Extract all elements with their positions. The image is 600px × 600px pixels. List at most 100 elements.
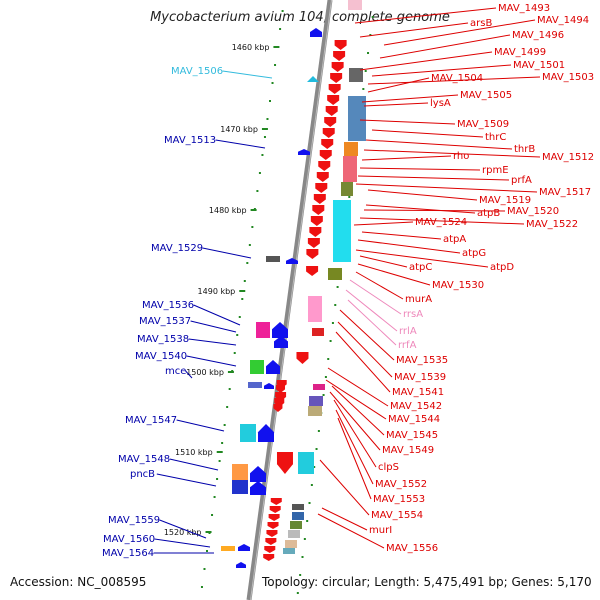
minus-gene-arrow (272, 322, 288, 338)
leader-line (337, 417, 372, 500)
leader-line (383, 19, 536, 46)
tick-dot (241, 298, 244, 300)
tick-dot (281, 10, 284, 12)
minus-gene-block (250, 360, 264, 374)
leader-line (359, 51, 493, 71)
plus-gene-arrow (328, 84, 341, 94)
gene-label-arsB: arsB (470, 18, 492, 29)
plus-gene-arrow (319, 150, 332, 160)
tick-dot (266, 118, 269, 120)
plus-gene-arrow (264, 546, 276, 553)
leader-line (337, 321, 393, 378)
tick-dot (322, 394, 325, 396)
tick-dot (213, 496, 216, 498)
gene-label-MAV_1501: MAV_1501 (513, 60, 565, 71)
gene-label-MAV_1552: MAV_1552 (375, 479, 427, 490)
tick-dot (263, 136, 266, 138)
tick-dot (216, 478, 219, 480)
tick-dot (313, 466, 316, 468)
leader-line (185, 370, 193, 379)
plus-gene-arrow (325, 106, 338, 116)
backbone-layer (246, 0, 333, 600)
minus-gene-arrow (307, 76, 319, 82)
minus-gene-arrow (274, 336, 288, 348)
leader-line (335, 331, 391, 393)
gene-label-rrlA: rrlA (399, 326, 417, 337)
leader-line (333, 399, 377, 468)
plus-gene-arrow (263, 554, 275, 561)
gene-label-pncB: pncB (130, 469, 155, 480)
minus-gene-block (232, 464, 248, 480)
tick-dot (218, 460, 221, 462)
plus-gene-arrow (268, 514, 280, 521)
leader-line (371, 129, 484, 138)
gene-label-MAV_1504: MAV_1504 (431, 73, 483, 84)
minus-gene-block (240, 424, 256, 442)
tick-dot (206, 550, 208, 552)
tick-dot (261, 154, 264, 156)
leader-line (347, 299, 397, 346)
tick-dot (371, 16, 374, 18)
gene-label-MAV_1537: MAV_1537 (139, 316, 191, 327)
gene-label-murI: murI (369, 525, 392, 536)
tick-dot (308, 502, 311, 504)
minus-gene-block (266, 256, 280, 262)
gene-label-MAV_1512: MAV_1512 (542, 152, 594, 163)
gene-label-MAV_1496: MAV_1496 (512, 30, 564, 41)
tick-dot (299, 574, 302, 576)
tick-dot (258, 172, 261, 174)
tick-dot (303, 538, 306, 540)
leader-line (363, 149, 541, 158)
tick-dot (246, 262, 249, 264)
leader-line (379, 34, 511, 59)
gene-label-MAV_1536: MAV_1536 (142, 300, 194, 311)
leader-line (331, 385, 385, 436)
tick-dot (367, 52, 370, 54)
tick-dot (301, 556, 304, 558)
tick-dot (236, 334, 239, 336)
tick-dot (329, 340, 332, 342)
gene-label-MAV_1556: MAV_1556 (386, 543, 438, 554)
kbp-label: 1500 kbp (186, 368, 224, 377)
plus-gene-block (333, 200, 351, 262)
gene-label-prfA: prfA (511, 175, 532, 186)
leader-line (359, 255, 408, 268)
tick-dot (269, 100, 271, 102)
kbp-label: 1460 kbp (232, 43, 270, 52)
plus-gene-block (288, 530, 300, 538)
gene-label-MAV_1564: MAV_1564 (102, 548, 154, 559)
gene-label-MAV_1503: MAV_1503 (542, 72, 594, 83)
leader-line (327, 367, 389, 407)
minus-gene-arrow (266, 360, 280, 374)
gene-label-MAV_1522: MAV_1522 (526, 219, 578, 230)
gene-label-rrfA: rrfA (398, 340, 417, 351)
backbone-line (246, 0, 333, 600)
gene-label-atpC: atpC (409, 262, 432, 273)
leader-line (361, 155, 452, 161)
gene-label-rrsA: rrsA (403, 309, 423, 320)
gene-label-MAV_1544: MAV_1544 (388, 414, 440, 425)
gene-label-MAV_1513: MAV_1513 (164, 135, 216, 146)
plus-gene-arrow (327, 95, 340, 105)
leader-line (186, 355, 237, 367)
minus-gene-arrow (238, 544, 250, 551)
leader-line (357, 175, 510, 181)
tick-dot (256, 190, 259, 192)
kbp-label: 1470 kbp (220, 125, 258, 134)
tick-dot (233, 352, 236, 354)
leader-line (365, 204, 476, 214)
leader-line (176, 419, 225, 432)
plus-gene-arrow (333, 51, 346, 61)
plus-gene-block (309, 396, 323, 406)
feature-layer (221, 0, 366, 568)
minus-gene-arrow (264, 383, 274, 389)
leader-line (339, 309, 395, 361)
gene-label-MAV_1560: MAV_1560 (103, 534, 155, 545)
minus-gene-arrow (298, 149, 310, 155)
plus-gene-arrow (270, 498, 282, 505)
gene-label-MAV_1493: MAV_1493 (498, 3, 550, 14)
leader-line (359, 22, 469, 38)
minus-gene-block (256, 322, 270, 338)
plus-gene-block (290, 521, 302, 529)
